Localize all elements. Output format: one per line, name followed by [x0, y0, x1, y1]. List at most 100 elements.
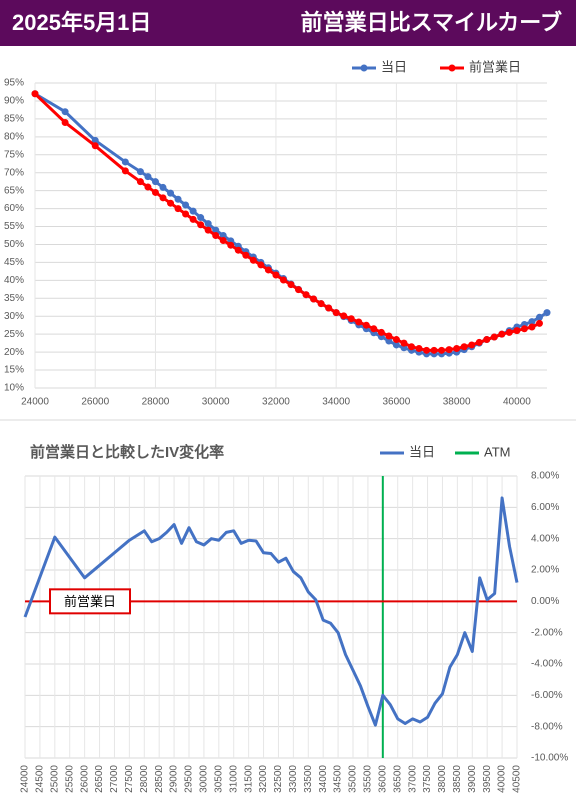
point — [174, 195, 182, 203]
point — [535, 313, 543, 321]
point — [257, 261, 265, 269]
point — [528, 318, 536, 326]
x-tick-label: 31500 — [243, 765, 254, 793]
point — [204, 220, 212, 228]
point — [219, 232, 227, 239]
point — [468, 341, 476, 349]
point — [483, 336, 491, 344]
point — [242, 251, 250, 259]
x-tick-label: 40000 — [497, 765, 508, 793]
legend-marker — [360, 64, 368, 72]
annotation-box — [49, 588, 131, 615]
point — [182, 210, 190, 218]
legend-label: ATM — [484, 444, 510, 459]
point — [121, 167, 129, 175]
point — [121, 158, 129, 166]
x-tick-label: 39000 — [467, 765, 478, 793]
legend-label: 当日 — [409, 444, 435, 459]
y2-tick-label: -10.00% — [531, 753, 568, 764]
point — [174, 205, 182, 213]
x-tick-label: 37500 — [422, 765, 433, 793]
x-tick-label: 34000 — [318, 765, 329, 793]
point — [400, 339, 408, 347]
y-tick-label: 30% — [4, 311, 24, 322]
point — [212, 232, 220, 239]
point — [31, 90, 39, 98]
x-tick-label: 40500 — [512, 765, 523, 793]
point — [279, 276, 287, 284]
point — [212, 226, 220, 234]
x-tick-label: 28000 — [142, 397, 170, 408]
header-date: 2025年5月1日 — [12, 10, 151, 35]
point — [498, 330, 506, 338]
point — [219, 237, 227, 245]
point — [347, 315, 355, 323]
point — [197, 221, 205, 229]
y-tick-label: 45% — [4, 257, 24, 268]
point — [423, 346, 431, 354]
x-tick-label: 32000 — [258, 765, 269, 793]
x-tick-label: 32000 — [262, 397, 290, 408]
x-tick-label: 36000 — [377, 765, 388, 793]
point — [197, 214, 205, 222]
y-tick-label: 95% — [4, 78, 24, 89]
x-tick-label: 31000 — [228, 765, 239, 793]
y2-tick-label: -4.00% — [531, 659, 563, 670]
x-tick-label: 24000 — [21, 397, 49, 408]
point — [91, 136, 99, 144]
point — [475, 338, 483, 346]
point — [272, 271, 280, 279]
x-tick-label: 34500 — [333, 765, 344, 793]
legend-label: 当日 — [381, 59, 407, 74]
x-tick-label: 26500 — [94, 765, 105, 793]
point — [91, 142, 99, 150]
point — [385, 337, 393, 345]
point — [438, 346, 446, 354]
x-tick-label: 30000 — [199, 765, 210, 793]
point — [490, 333, 498, 341]
header-title: 前営業日比スマイルカーブ — [301, 10, 562, 35]
point — [61, 108, 69, 116]
y2-tick-label: 0.00% — [531, 596, 559, 607]
point — [295, 286, 303, 294]
y-tick-label: 80% — [4, 131, 24, 142]
y-tick-label: 55% — [4, 221, 24, 232]
point — [227, 241, 235, 249]
legend-marker — [448, 64, 456, 72]
point — [453, 345, 461, 353]
point — [325, 304, 333, 312]
x-tick-label: 26000 — [81, 397, 109, 408]
x-tick-label: 28500 — [154, 765, 165, 793]
point — [151, 178, 159, 186]
x-tick-label: 25500 — [64, 765, 75, 793]
x-tick-label: 30500 — [213, 765, 224, 793]
point — [204, 226, 212, 234]
point — [505, 328, 513, 336]
point — [445, 346, 453, 354]
point — [377, 328, 385, 336]
point — [264, 266, 272, 274]
point — [430, 346, 438, 354]
x-tick-label: 36500 — [392, 765, 403, 793]
series-line — [23, 496, 519, 727]
x-tick-label: 35500 — [363, 765, 374, 793]
x-tick-label: 38000 — [443, 397, 471, 408]
x-tick-label: 25000 — [49, 765, 60, 793]
point — [543, 309, 551, 317]
point — [136, 178, 144, 186]
point — [167, 199, 175, 207]
x-tick-label: 35000 — [348, 765, 359, 793]
point — [189, 207, 197, 215]
point — [144, 173, 152, 181]
point — [310, 295, 318, 303]
point — [362, 321, 370, 329]
x-tick-label: 24500 — [35, 765, 46, 793]
point — [370, 325, 378, 333]
x-tick-label: 26000 — [79, 765, 90, 793]
point — [385, 332, 393, 340]
y2-tick-label: -8.00% — [531, 721, 563, 732]
y-tick-label: 50% — [4, 239, 24, 250]
